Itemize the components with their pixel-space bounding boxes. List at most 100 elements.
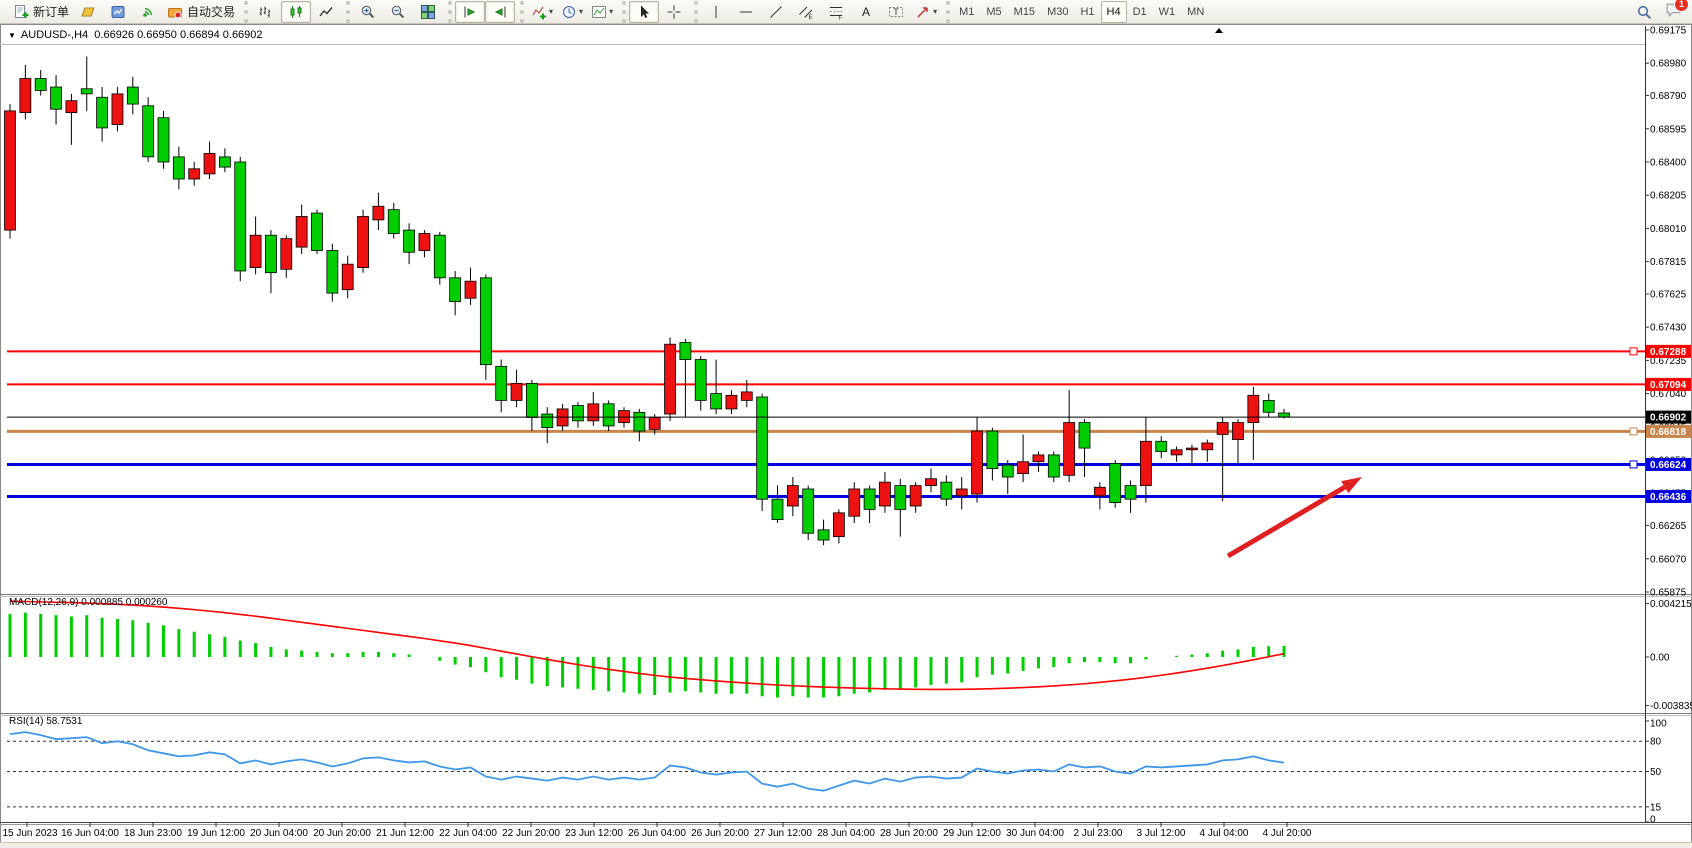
price-tick-label: 0.67815 <box>1650 257 1687 268</box>
symbol-dropdown-icon[interactable]: ▼ <box>8 30 16 40</box>
price-label-box <box>1646 410 1691 424</box>
bull-candle <box>1170 449 1183 456</box>
templates-dropdown-icon[interactable]: ▾ <box>609 7 614 16</box>
chat-button[interactable]: 1 <box>1665 0 1689 23</box>
timeframe-m5-button[interactable]: M5 <box>986 5 1002 18</box>
time-tick-label: 22 Jun 20:00 <box>502 828 560 839</box>
bear-candle <box>633 411 646 432</box>
price-chart-svg[interactable]: 0.69175 0.68980 0.68790 0.68595 0.68400 0.682… <box>0 24 1692 848</box>
fibonacci-icon: F <box>828 4 844 20</box>
timeframe-h4-button[interactable]: H4 <box>1100 0 1127 23</box>
auto-trading-button[interactable]: 自动交易 <box>163 1 239 23</box>
templates-button[interactable]: ▾ <box>587 1 617 23</box>
time-tick-label: 30 Jun 04:00 <box>1006 828 1064 839</box>
bear-candle <box>326 250 339 294</box>
candlestick-chart-button[interactable] <box>281 0 312 23</box>
crosshair-button[interactable] <box>659 1 689 23</box>
bar-chart-button[interactable] <box>251 1 281 23</box>
indicators-dropdown-icon[interactable]: ▾ <box>549 7 554 16</box>
zoom-in-button[interactable] <box>353 1 383 23</box>
time-tick-label: 16 Jun 04:00 <box>61 828 119 839</box>
bear-candle <box>817 529 830 541</box>
tile-windows-icon <box>420 4 436 20</box>
arrows-button[interactable]: ▾ <box>911 1 941 23</box>
cursor-button[interactable] <box>629 0 660 23</box>
bull-candle <box>280 238 293 270</box>
bull-candle <box>19 78 32 113</box>
symbol-title-bar[interactable]: ▼ AUDUSD-,H4 0.66926 0.66950 0.66894 0.6… <box>8 29 263 41</box>
trendline-button[interactable] <box>761 1 791 23</box>
price-tick-label: 0.68400 <box>1650 157 1687 168</box>
time-tick-label: 21 Jun 12:00 <box>376 828 434 839</box>
bear-candle <box>433 234 446 279</box>
window-marker-icon[interactable] <box>1215 28 1223 33</box>
timeframe-d1-button[interactable]: D1 <box>1132 5 1147 18</box>
market-depth-button[interactable] <box>103 1 133 23</box>
price-label-text: 0.67288 <box>1650 347 1687 358</box>
bull-candle <box>1186 447 1198 451</box>
search-button[interactable] <box>1629 1 1659 23</box>
text-label-button[interactable]: T <box>881 1 911 23</box>
signals-button[interactable] <box>133 1 163 23</box>
price-label-text: 0.66902 <box>1650 413 1687 424</box>
indicators-button[interactable]: ▾ <box>527 1 557 23</box>
arrow-annotation[interactable] <box>1226 477 1362 559</box>
price-label-box <box>1646 377 1691 391</box>
timeframe-mn-button[interactable]: MN <box>1187 5 1205 18</box>
timeframe-m30-button[interactable]: M30 <box>1047 5 1069 18</box>
line-chart-button[interactable] <box>311 1 341 23</box>
notification-badge: 1 <box>1674 0 1689 12</box>
timeframe-h1-button[interactable]: H1 <box>1080 5 1095 18</box>
zoom-out-button[interactable] <box>383 1 413 23</box>
bear-candle <box>802 488 815 534</box>
bull-candle <box>341 263 354 291</box>
horizontal-line-objects[interactable] <box>7 347 1645 498</box>
ohlc-low: 0.66894 <box>179 29 220 41</box>
macd-tick-label: -0.003835 <box>1650 701 1692 712</box>
bull-candle <box>4 110 16 231</box>
chart-shift-button[interactable] <box>485 0 516 23</box>
bull-candle <box>618 410 630 423</box>
bear-candle <box>602 403 615 427</box>
time-tick-label: 4 Jul 20:00 <box>1263 828 1312 839</box>
zoom-out-icon <box>390 4 406 20</box>
bull-candle <box>725 394 738 410</box>
bear-candle <box>387 209 400 234</box>
macd-pane-label: MACD(12,26,9) 0.000885 0.000260 <box>9 597 168 608</box>
arrows-dropdown-icon[interactable]: ▾ <box>933 7 938 16</box>
bull-candle <box>1140 440 1152 486</box>
ohlc-open: 0.66926 <box>94 29 135 41</box>
timeframe-m15-button[interactable]: M15 <box>1013 5 1036 18</box>
tile-windows-button[interactable] <box>413 1 443 23</box>
channel-button[interactable]: E <box>791 1 821 23</box>
bear-candle <box>1262 400 1275 413</box>
price-axis[interactable]: 0.69175 0.68980 0.68790 0.68595 0.68400 0.682… <box>1645 26 1687 599</box>
quotes-button[interactable] <box>73 1 103 23</box>
periods-button[interactable]: ▾ <box>557 1 587 23</box>
signals-icon <box>140 4 156 20</box>
new-order-label: 新订单 <box>33 5 70 19</box>
text-button[interactable]: A <box>851 1 881 23</box>
bear-candle <box>218 156 231 168</box>
price-label-box <box>1646 489 1691 503</box>
vertical-line-button[interactable] <box>701 1 731 23</box>
new-order-button[interactable]: 新订单 <box>9 1 73 23</box>
bear-candle <box>157 117 170 163</box>
time-tick-label: 18 Jun 23:00 <box>124 828 182 839</box>
horizontal-line-button[interactable] <box>731 1 761 23</box>
fibonacci-button[interactable]: F <box>821 1 851 23</box>
zoom-in-icon <box>360 4 376 20</box>
quotes-icon <box>80 4 96 20</box>
timeframe-w1-button[interactable]: W1 <box>1158 5 1176 18</box>
time-axis[interactable]: 15 Jun 2023 16 Jun 04:00 18 Jun 23:00 19 Ju… <box>2 822 1312 839</box>
periods-dropdown-icon[interactable]: ▾ <box>579 7 584 16</box>
auto-scroll-button[interactable] <box>455 0 486 23</box>
bear-candle <box>50 86 62 110</box>
bull-candle <box>188 168 201 180</box>
text-label-icon: T <box>888 4 904 20</box>
bull-candle <box>203 153 216 175</box>
trendline-icon <box>768 4 784 20</box>
timeframe-m1-button[interactable]: M1 <box>959 5 975 18</box>
bear-candle <box>142 105 155 158</box>
bear-candle <box>863 488 876 510</box>
